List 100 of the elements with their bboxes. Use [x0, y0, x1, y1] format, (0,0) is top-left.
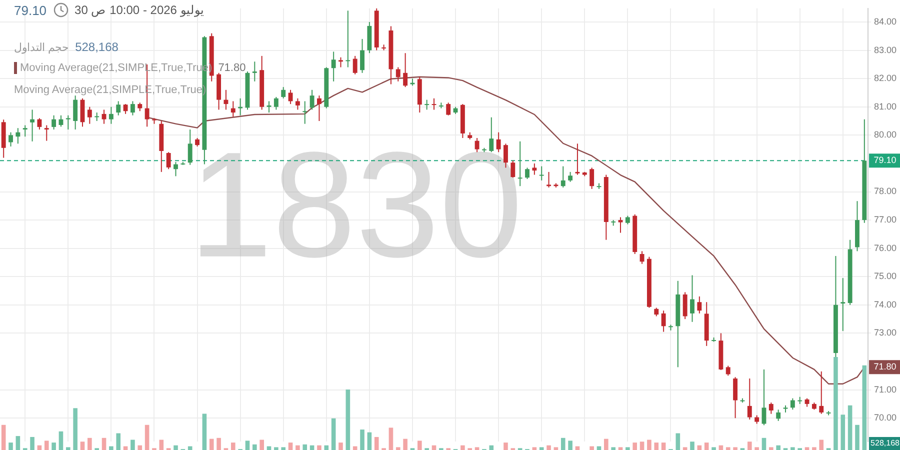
candlestick	[618, 216, 623, 234]
candlestick	[130, 100, 135, 116]
bar	[554, 447, 558, 450]
candlestick	[510, 160, 516, 178]
candlestick	[575, 143, 580, 176]
bar	[209, 438, 214, 450]
bar	[489, 445, 494, 450]
bar	[640, 442, 644, 450]
bar	[202, 414, 207, 450]
bar	[532, 447, 537, 450]
bar	[460, 445, 465, 450]
bar	[654, 442, 659, 450]
bar	[30, 436, 34, 450]
bar	[188, 446, 192, 450]
bar	[712, 447, 716, 450]
candlestick	[768, 402, 774, 414]
bar	[418, 440, 422, 450]
bar	[474, 447, 480, 450]
annotation: 79.10	[14, 2, 47, 18]
bar	[611, 447, 616, 450]
candlestick	[252, 61, 257, 82]
bar	[618, 447, 623, 450]
candlestick	[489, 116, 494, 153]
bar	[862, 365, 867, 450]
candlestick	[690, 274, 694, 322]
candlestick	[174, 162, 178, 177]
y-tick-label: 82.00	[874, 73, 897, 84]
candlestick	[590, 167, 594, 190]
bar	[302, 444, 308, 450]
candlestick	[16, 128, 20, 144]
bar	[159, 440, 164, 450]
candlestick	[288, 89, 293, 105]
bar	[718, 445, 724, 450]
bar	[102, 438, 106, 450]
candlestick	[331, 51, 336, 82]
candlestick	[295, 98, 300, 110]
bar	[747, 442, 752, 450]
bar	[539, 447, 544, 450]
bar	[604, 438, 608, 450]
bar	[1, 424, 6, 450]
candlestick	[102, 109, 106, 124]
annotation: يوليو 2026 - 10:00 ص 30	[74, 3, 204, 17]
bar	[310, 445, 314, 450]
bar	[331, 418, 336, 450]
bar	[174, 445, 178, 450]
candlestick	[352, 55, 358, 75]
candlestick	[73, 95, 78, 130]
bar	[403, 438, 408, 450]
annotation: 528,168	[75, 40, 118, 54]
y-tick-label: 76.00	[874, 242, 897, 253]
bar	[374, 436, 379, 450]
candlestick	[360, 38, 364, 74]
bar	[848, 405, 852, 450]
bar	[812, 447, 816, 450]
bar	[682, 447, 688, 450]
bar	[130, 440, 135, 450]
y-tick-label: 75.00	[874, 271, 897, 282]
candlestick	[116, 100, 121, 116]
bar	[840, 414, 846, 450]
y-tick-label: 84.00	[874, 16, 897, 26]
candlestick	[568, 171, 573, 182]
bar	[44, 440, 49, 450]
bar	[346, 390, 350, 450]
candlestick	[188, 129, 192, 166]
candlestick	[733, 376, 738, 419]
bar	[546, 445, 551, 450]
bar	[776, 445, 780, 450]
bar	[855, 424, 860, 450]
bar	[144, 424, 150, 450]
bar	[66, 447, 70, 450]
candlestick	[52, 114, 56, 130]
candlestick	[697, 296, 702, 314]
bar	[568, 440, 572, 450]
candlestick	[302, 100, 308, 124]
candlestick	[661, 310, 666, 332]
candlestick	[762, 368, 766, 426]
bar	[8, 442, 13, 450]
bar	[274, 447, 278, 450]
y-tick-label: 80.00	[874, 130, 897, 140]
y-tick-label: 73.00	[874, 328, 897, 338]
bar	[396, 447, 400, 450]
bar	[281, 447, 286, 450]
data-label: 71.80	[874, 362, 896, 372]
bar	[804, 447, 810, 450]
candlestick	[539, 166, 544, 181]
candlestick	[166, 152, 171, 170]
annotation: حجم التداول	[14, 40, 70, 54]
bar	[230, 442, 236, 450]
bar	[388, 428, 394, 450]
y-tick-label: 77.00	[874, 214, 897, 225]
bar	[116, 433, 121, 450]
y-tick-label: 81.00	[874, 101, 897, 112]
y-tick-label: 70.00	[874, 412, 897, 423]
candlestick	[44, 124, 49, 142]
bar	[138, 445, 142, 450]
bar	[733, 447, 738, 450]
bar	[834, 357, 838, 450]
bar	[647, 440, 652, 450]
bar	[632, 442, 638, 450]
candlestick	[403, 52, 408, 88]
